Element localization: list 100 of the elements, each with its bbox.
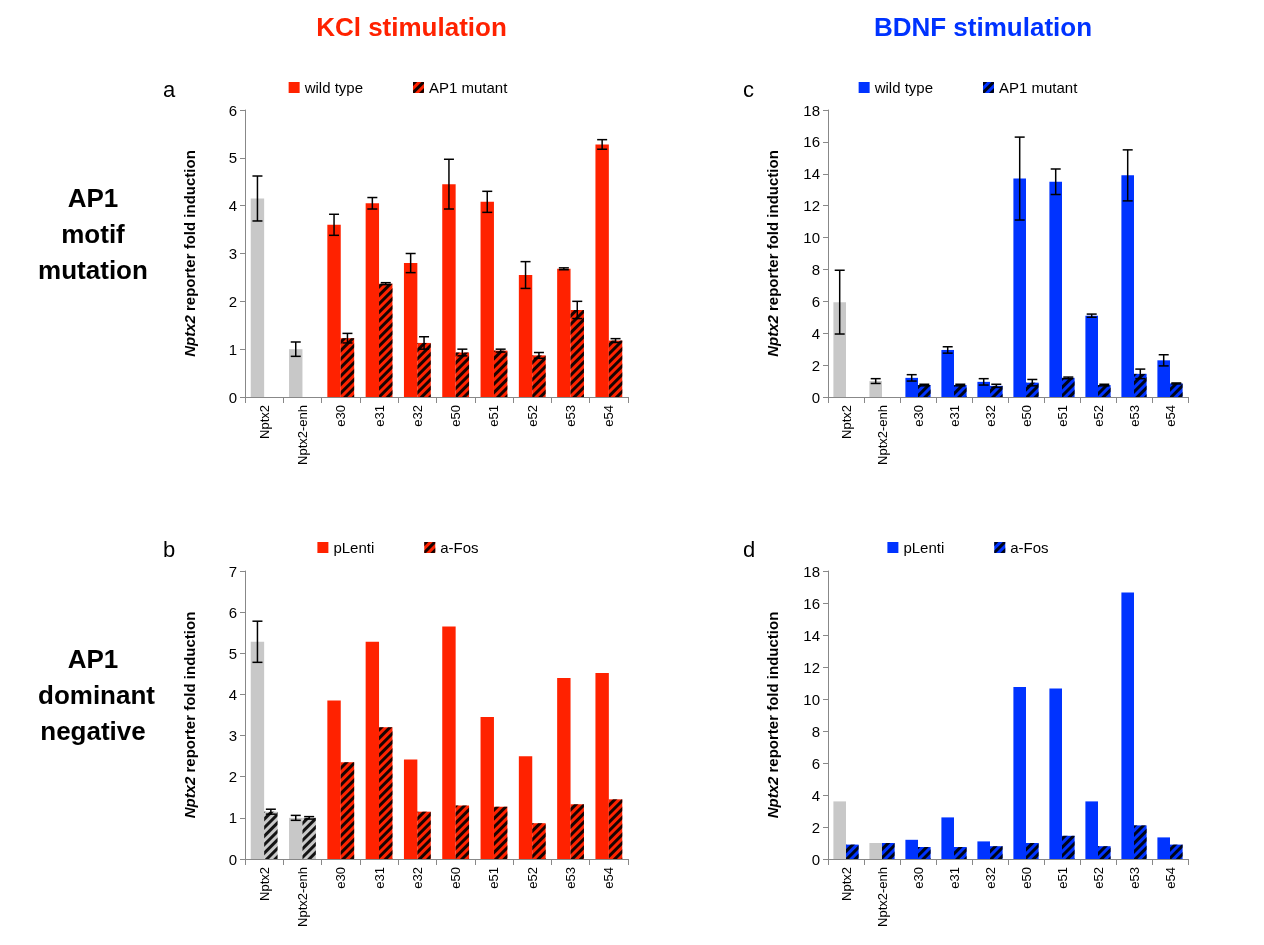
y-tick-label: 10 — [803, 229, 820, 247]
x-tick-label: e51 — [1054, 405, 1070, 427]
x-tick-label: e53 — [1126, 867, 1142, 889]
x-tick-label: e54 — [601, 867, 617, 889]
x-tick-label: e52 — [1090, 867, 1106, 889]
bar — [365, 641, 380, 859]
y-tick-label: 0 — [228, 850, 237, 868]
x-tick-label: Nptx2 — [256, 867, 272, 901]
bar — [289, 817, 303, 859]
x-tick-label: e51 — [1054, 867, 1070, 889]
legend-label: AP1 mutant — [998, 79, 1079, 96]
bar — [1085, 315, 1098, 397]
y-tick-label: 6 — [811, 292, 820, 310]
text: BDNF stimulation — [872, 12, 1094, 43]
bar — [1085, 801, 1098, 859]
bar — [327, 224, 341, 397]
y-tick-label: 5 — [228, 149, 237, 167]
x-tick-label: e30 — [910, 867, 926, 889]
y-tick-label: 1 — [228, 340, 237, 358]
y-tick-label: 10 — [803, 690, 820, 708]
y-tick-label: 4 — [228, 685, 237, 703]
x-tick-label: Nptx2-enh — [294, 405, 310, 465]
x-tick-label: e30 — [333, 867, 349, 889]
bar — [869, 381, 882, 397]
x-tick-label: e52 — [524, 867, 540, 889]
bar — [941, 817, 954, 859]
bar — [480, 201, 494, 397]
y-tick-label: 0 — [811, 850, 820, 868]
x-tick-label: e50 — [1018, 867, 1034, 889]
x-tick-label: Nptx2-enh — [294, 867, 310, 927]
y-tick-label: 2 — [811, 818, 820, 836]
x-tick-label: e31 — [371, 405, 387, 427]
x-tick-label: e30 — [910, 405, 926, 427]
x-tick-label: e30 — [333, 405, 349, 427]
y-tick-label: 3 — [228, 727, 237, 745]
y-tick-label: 18 — [803, 562, 820, 580]
y-tick-label: 16 — [803, 594, 820, 612]
bar — [557, 268, 571, 397]
x-tick-label: e52 — [1090, 405, 1106, 427]
x-tick-label: e53 — [563, 405, 579, 427]
x-tick-label: e54 — [601, 405, 617, 427]
legend-label: wild type — [303, 79, 363, 96]
x-tick-label: Nptx2-enh — [874, 405, 890, 465]
y-tick-label: 6 — [228, 603, 237, 621]
y-axis-title: Nptx2 reporter fold induction — [181, 150, 198, 357]
bar — [1049, 688, 1062, 859]
x-tick-label: e54 — [1162, 867, 1178, 889]
bar — [442, 184, 456, 397]
legend-label: pLenti — [903, 539, 945, 556]
y-tick-label: 2 — [228, 292, 237, 310]
bar — [595, 144, 609, 397]
y-tick-label: 14 — [803, 626, 820, 644]
chart-title: d — [743, 536, 756, 562]
bar — [1013, 178, 1026, 397]
x-tick-label: e53 — [563, 867, 579, 889]
bar — [833, 302, 846, 397]
y-tick-label: 1 — [228, 809, 237, 827]
x-tick-label: Nptx2-enh — [874, 867, 890, 927]
y-axis-title: Nptx2 reporter fold induction — [764, 150, 781, 357]
x-tick-label: e32 — [409, 405, 425, 427]
y-tick-label: 6 — [228, 101, 237, 119]
bar — [1157, 360, 1170, 397]
y-tick-label: 3 — [228, 245, 237, 262]
y-tick-label: 2 — [811, 356, 820, 374]
x-tick-label: e51 — [486, 405, 502, 427]
bar — [595, 673, 609, 859]
x-tick-label: e50 — [448, 867, 464, 889]
bar — [365, 203, 380, 397]
bar — [905, 377, 918, 397]
y-tick-label: 5 — [228, 644, 237, 662]
bar — [250, 641, 265, 859]
bar — [1157, 837, 1170, 859]
x-tick-label: e54 — [1162, 405, 1178, 427]
y-tick-label: 4 — [811, 786, 820, 804]
bar — [977, 841, 990, 859]
bar — [557, 677, 571, 859]
x-tick-label: Nptx2 — [838, 405, 854, 439]
text: KCl stimulation — [315, 12, 508, 43]
x-tick-label: e51 — [486, 867, 502, 889]
text: AP1 dominant negative — [37, 643, 156, 748]
y-tick-label: 6 — [811, 754, 820, 772]
legend-label: pLenti — [333, 539, 375, 556]
bar — [833, 801, 846, 859]
y-tick-label: 16 — [803, 133, 820, 151]
x-tick-label: e31 — [946, 867, 962, 889]
bar — [518, 275, 533, 397]
y-tick-label: 8 — [811, 260, 820, 278]
x-tick-label: e52 — [524, 405, 540, 427]
bar — [1121, 592, 1134, 859]
y-tick-label: 4 — [228, 197, 237, 215]
bar — [905, 839, 918, 859]
bar — [250, 198, 265, 397]
x-tick-label: e50 — [1018, 405, 1034, 427]
bar — [403, 759, 418, 859]
x-tick-label: e53 — [1126, 405, 1142, 427]
bar — [480, 717, 494, 859]
bar — [941, 349, 954, 397]
y-tick-label: 18 — [803, 101, 820, 119]
y-tick-label: 8 — [811, 722, 820, 740]
x-tick-label: e50 — [448, 405, 464, 427]
